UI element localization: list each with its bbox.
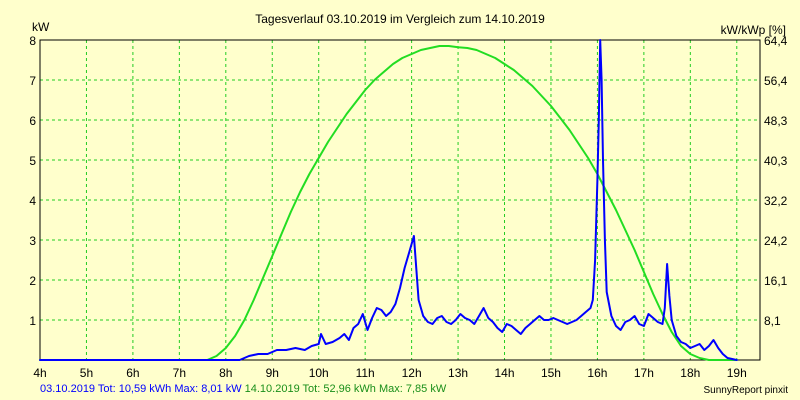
y-tick-label-right-32,2: 32,2 <box>764 194 788 208</box>
x-tick-label-11h: 11h <box>356 366 375 380</box>
x-tick-label-8h: 8h <box>219 366 232 380</box>
series-2-summary: 14.10.2019 Tot: 52,96 kWh Max: 7,85 kW <box>244 383 447 395</box>
series-line-1 <box>39 39 738 361</box>
y-tick-label-left-1: 1 <box>29 314 36 328</box>
x-tick-label-16h: 16h <box>587 366 607 380</box>
credit-text: SunnyReport pinxit <box>703 385 789 396</box>
series-1-summary: 03.10.2019 Tot: 10,59 kWh Max: 8,01 kW <box>40 383 242 395</box>
x-tick-label-5h: 5h <box>80 366 93 380</box>
x-tick-label-18h: 18h <box>680 366 700 380</box>
y-tick-label-left-6: 6 <box>29 114 36 128</box>
y-tick-label-left-2: 2 <box>29 274 36 288</box>
chart-footer: 03.10.2019 Tot: 10,59 kWh Max: 8,01 kW 1… <box>40 383 446 395</box>
plot-frame <box>39 39 761 361</box>
x-tick-label-13h: 13h <box>448 366 468 380</box>
y-tick-label-right-48,3: 48,3 <box>764 114 788 128</box>
y-axis-label-right: kW/kWp [%] <box>721 23 786 37</box>
x-tick-label-10h: 10h <box>309 366 329 380</box>
y-tick-label-left-7: 7 <box>29 74 36 88</box>
y-tick-label-right-16,1: 16,1 <box>764 274 788 288</box>
x-tick-label-19h: 19h <box>727 366 747 380</box>
y-tick-label-right-64,4: 64,4 <box>764 34 788 48</box>
series-line-2 <box>39 45 738 361</box>
x-tick-label-9h: 9h <box>266 366 279 380</box>
x-tick-label-6h: 6h <box>126 366 139 380</box>
y-axis-label-left: kW <box>32 20 50 34</box>
y-tick-label-left-5: 5 <box>29 154 36 168</box>
y-tick-label-left-8: 8 <box>29 34 36 48</box>
y-tick-label-right-40,3: 40,3 <box>764 154 788 168</box>
x-tick-label-15h: 15h <box>541 366 561 380</box>
y-tick-label-right-8,1: 8,1 <box>764 314 781 328</box>
x-tick-label-7h: 7h <box>173 366 186 380</box>
y-tick-label-right-24,2: 24,2 <box>764 234 788 248</box>
y-tick-label-left-4: 4 <box>29 194 36 208</box>
y-tick-label-left-3: 3 <box>29 234 36 248</box>
y-tick-label-right-56,4: 56,4 <box>764 74 788 88</box>
x-tick-label-12h: 12h <box>402 366 422 380</box>
x-tick-label-4h: 4h <box>33 366 46 380</box>
x-tick-label-17h: 17h <box>634 366 654 380</box>
chart-title: Tagesverlauf 03.10.2019 im Vergleich zum… <box>255 12 545 26</box>
x-tick-label-14h: 14h <box>495 366 515 380</box>
